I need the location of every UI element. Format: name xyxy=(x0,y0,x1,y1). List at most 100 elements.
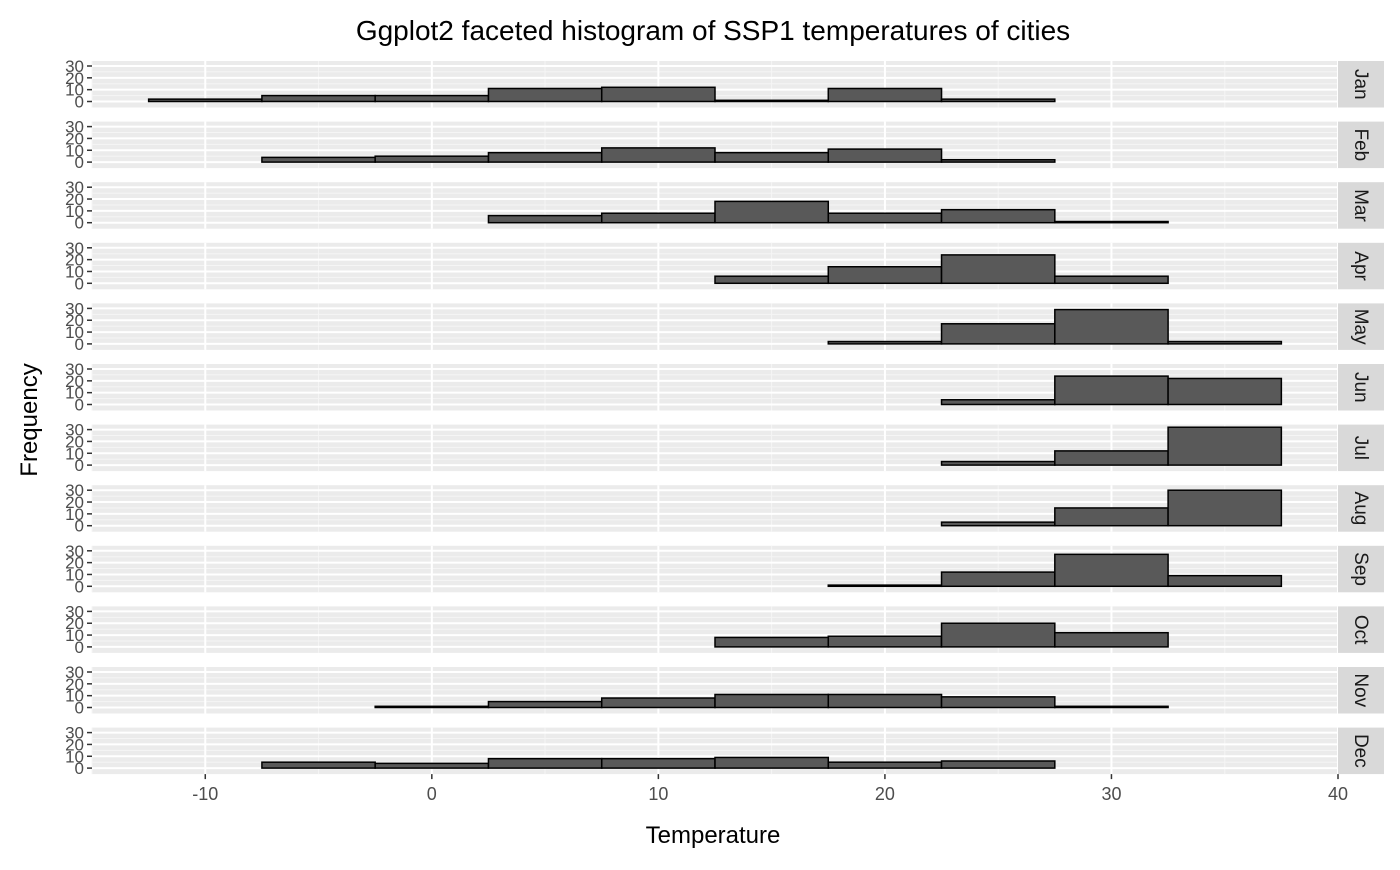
facet-strip xyxy=(1338,424,1384,472)
facet-strip xyxy=(1338,121,1384,169)
histogram-bar xyxy=(827,584,943,588)
y-tick-label: 20 xyxy=(65,675,84,694)
histogram-bar xyxy=(940,158,1056,163)
histogram-bar xyxy=(940,323,1056,345)
histogram-bar xyxy=(1054,507,1169,527)
histogram-bar xyxy=(600,86,716,103)
y-tick-label: 0 xyxy=(75,93,84,112)
histogram-bar xyxy=(261,156,376,163)
facet-strip-label: Mar xyxy=(1350,189,1371,222)
y-tick-label: 10 xyxy=(65,202,84,221)
histogram-bar xyxy=(940,399,1056,406)
histogram-bar xyxy=(827,265,943,285)
y-tick-label: 10 xyxy=(65,444,84,463)
y-tick-label: 0 xyxy=(75,396,84,415)
histogram-bar xyxy=(1167,426,1283,466)
y-tick-label: 10 xyxy=(65,565,84,584)
x-tick-label: -10 xyxy=(192,784,218,804)
histogram-bar xyxy=(1167,340,1283,345)
histogram-bar xyxy=(600,697,716,709)
histogram-bar xyxy=(487,87,603,103)
facet-strip xyxy=(1338,61,1384,108)
facet-strip xyxy=(1338,545,1384,593)
y-tick-label: 0 xyxy=(75,335,84,354)
histogram-bar xyxy=(714,636,830,648)
y-tick-label: 10 xyxy=(65,384,84,403)
facet-strip-label: Oct xyxy=(1350,615,1371,645)
histogram-bar xyxy=(600,757,716,769)
y-axis-label: Frequency xyxy=(16,363,43,476)
y-tick-label: 20 xyxy=(65,432,84,451)
facet-strip-label: Jan xyxy=(1350,69,1371,100)
y-tick-label: 10 xyxy=(65,262,84,281)
facet-strip xyxy=(1338,606,1384,653)
histogram-bar xyxy=(827,761,943,769)
histogram-bar xyxy=(714,756,830,769)
y-tick-label: 0 xyxy=(75,577,84,596)
histogram-bar xyxy=(714,693,830,709)
y-tick-label: 30 xyxy=(65,360,84,379)
histogram-bar xyxy=(940,760,1056,769)
y-tick-label: 10 xyxy=(65,747,84,766)
histogram-bar xyxy=(261,761,376,769)
histogram-bar xyxy=(827,340,943,345)
y-tick-label: 0 xyxy=(75,638,84,657)
histogram-bar xyxy=(1167,574,1283,588)
histogram-bar xyxy=(261,94,376,103)
histogram-bar xyxy=(1054,275,1169,285)
y-tick-label: 0 xyxy=(75,759,84,778)
y-tick-label: 0 xyxy=(75,153,84,172)
facet-strip xyxy=(1338,485,1384,532)
y-tick-label: 20 xyxy=(65,251,84,270)
y-tick-label: 10 xyxy=(65,687,84,706)
facet-strip xyxy=(1338,364,1384,411)
histogram-bar xyxy=(714,99,830,103)
y-tick-label: 30 xyxy=(65,602,84,621)
histogram-bar xyxy=(374,94,490,103)
facet-strip-label: Dec xyxy=(1350,734,1371,768)
facet-strip-label: Sep xyxy=(1350,552,1371,586)
y-tick-label: 10 xyxy=(65,626,84,645)
y-tick-label: 20 xyxy=(65,554,84,573)
y-tick-label: 30 xyxy=(65,724,84,743)
histogram-bar xyxy=(1167,377,1283,406)
y-tick-label: 10 xyxy=(65,505,84,524)
histogram-bar xyxy=(940,208,1056,224)
facet-strip-label: Aug xyxy=(1350,492,1371,526)
facet-strip-label: Apr xyxy=(1350,251,1371,281)
y-tick-label: 30 xyxy=(65,663,84,682)
histogram-bar xyxy=(1054,375,1169,406)
facet-strip-label: Jul xyxy=(1350,436,1371,460)
y-tick-label: 0 xyxy=(75,456,84,475)
histogram-bar xyxy=(374,762,490,769)
y-tick-label: 20 xyxy=(65,190,84,209)
histogram-bar xyxy=(600,212,716,224)
facet-strip xyxy=(1338,667,1384,714)
histogram-bar xyxy=(827,693,943,709)
histogram-bar xyxy=(1054,705,1169,709)
facet-strip-label: Nov xyxy=(1350,673,1371,707)
facet-strip-label: Jun xyxy=(1350,372,1371,403)
histogram-bar xyxy=(1054,553,1169,588)
y-tick-label: 10 xyxy=(65,323,84,342)
y-tick-label: 20 xyxy=(65,69,84,88)
y-tick-label: 20 xyxy=(65,311,84,330)
y-tick-label: 30 xyxy=(65,542,84,561)
histogram-bar xyxy=(600,147,716,163)
histogram-bar xyxy=(374,705,490,709)
x-tick-label: 30 xyxy=(1101,784,1121,804)
histogram-bar xyxy=(827,212,943,224)
histogram-bar xyxy=(147,98,263,103)
y-tick-label: 30 xyxy=(65,299,84,318)
histogram-bar xyxy=(487,214,603,224)
y-tick-label: 20 xyxy=(65,614,84,633)
